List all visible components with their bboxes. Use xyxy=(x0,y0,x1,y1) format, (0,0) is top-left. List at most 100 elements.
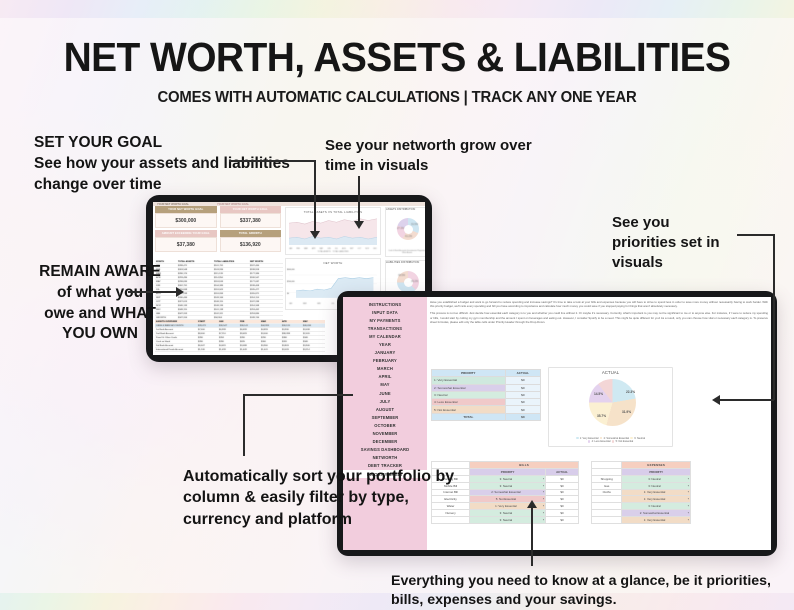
expense-priority-dropdown[interactable]: 3: Neutral ▾ xyxy=(621,502,691,511)
table-cell: $30,120 xyxy=(282,324,290,327)
total-label: TOTAL xyxy=(431,412,506,421)
table-cell: $3,000 xyxy=(261,332,268,335)
chevron-down-icon[interactable]: ▾ xyxy=(542,497,545,501)
networth-tabbar: YOUR NET WORTH GOAL YOUR NET WORTH GOAL xyxy=(153,202,425,206)
table-row: 2: Somewhat Essential ▾ xyxy=(590,509,691,517)
chevron-down-icon[interactable]: ▾ xyxy=(687,497,689,501)
chevron-down-icon[interactable]: ▾ xyxy=(687,477,689,481)
bill-priority-dropdown[interactable]: 3: Neutral ▾ xyxy=(469,516,547,524)
sidebar-item-july[interactable]: JULY xyxy=(379,398,391,404)
sidebar-item-october[interactable]: OCTOBER xyxy=(374,422,396,428)
table-cell: $111,139 xyxy=(214,272,223,275)
kpi-value: $37,380 xyxy=(155,237,217,252)
expense-priority-dropdown[interactable]: 1: Very Essential ▾ xyxy=(621,488,691,497)
expense-priority-dropdown[interactable]: 2: Somewhat Essential ▾ xyxy=(621,509,691,517)
table-row: 5: Not Essential $0 xyxy=(431,405,542,414)
sidebar-item-instructions[interactable]: INSTRUCTIONS xyxy=(368,301,402,307)
table-cell: $330,440 xyxy=(178,296,188,299)
sidebar-item-december[interactable]: DECEMBER xyxy=(372,439,398,445)
bill-priority-dropdown[interactable]: 3: Neutral ▾ xyxy=(469,474,547,483)
sidebar-item-august[interactable]: AUGUST xyxy=(375,406,395,412)
kpi-card-growth: TOTAL GROWTH $136,920 xyxy=(219,229,281,252)
priority-actual-value: $0 xyxy=(504,398,542,407)
chart-legend: TOTAL ASSETS TOTAL LIABILITIES xyxy=(317,251,349,254)
tablet-networth-dashboard: YOUR NET WORTH GOAL YOUR NET WORTH GOAL … xyxy=(146,195,432,362)
sidebar-item-june[interactable]: JUNE xyxy=(379,390,391,396)
leader-arrow-grow xyxy=(354,221,364,229)
bill-priority-dropdown[interactable]: 3: Neutral ▾ xyxy=(469,481,547,490)
table-body: Parking Bill 3: Neutral ▾ $0 Mobile Bill 3: N… xyxy=(430,474,579,524)
sidebar-item-january[interactable]: JANUARY xyxy=(374,350,396,356)
chevron-down-icon[interactable]: ▾ xyxy=(687,511,689,515)
expense-priority-dropdown[interactable]: 1: Very Essential ▾ xyxy=(621,495,691,504)
leader-line-prio-v xyxy=(773,234,775,400)
bill-priority-dropdown[interactable]: 2: Somewhat Essential ▾ xyxy=(469,488,547,497)
table-cell: $9,483 xyxy=(240,332,247,335)
table-cell: $3,214 xyxy=(303,348,310,351)
table-cell: $1,246 xyxy=(198,348,205,351)
tablet-priority-sheet: INSTRUCTIONS INPUT DATA MY PAYMENTS TRANSAC… xyxy=(337,291,777,556)
table-row: GROWTH $347,204 $94,904 $248,744 xyxy=(155,316,283,320)
priority-actual-value: $0 xyxy=(504,383,542,392)
sidebar-item-november[interactable]: NOVEMBER xyxy=(372,431,398,437)
table-row: APR $293,490 $114,950 $186,547 xyxy=(155,276,283,280)
table-cell: $314,114 xyxy=(250,296,259,299)
networth-tab-right[interactable]: YOUR NET WORTH GOAL xyxy=(217,202,250,206)
sidebar-item-my-calendar[interactable]: MY CALENDAR xyxy=(369,333,401,339)
sidebar-item-may[interactable]: MAY xyxy=(380,382,390,388)
leader-line-goal-v xyxy=(314,160,316,232)
networth-tab-left[interactable]: YOUR NET WORTH GOAL xyxy=(157,202,190,206)
kpi-label: TOTAL GROWTH xyxy=(219,229,281,238)
chart-assets-distribution: ASSETS DISTRIBUTION 31.5% 27.3% 41.2% Ca… xyxy=(385,207,425,257)
sidebar-item-february[interactable]: FEBRUARY xyxy=(373,358,397,364)
table-cell: $98,398 xyxy=(282,332,290,335)
sidebar-item-year[interactable]: YEAR xyxy=(379,342,391,348)
expense-priority-dropdown[interactable]: 1: Very Essential ▾ xyxy=(621,516,691,524)
table-row: NOV $346,133 $108,135 $314,348 xyxy=(155,304,283,308)
expense-priority-dropdown[interactable]: 3: Neutral ▾ xyxy=(621,481,691,490)
sidebar-item-networth[interactable]: NETWORTH xyxy=(372,455,398,461)
table-cell: CASH & BANK ACCOUNTS xyxy=(156,324,184,327)
sidebar-item-debt-tracker[interactable]: DEBT TRACKER xyxy=(367,463,403,469)
chevron-down-icon[interactable]: ▾ xyxy=(542,504,545,508)
chevron-down-icon[interactable]: ▾ xyxy=(542,477,545,481)
table-cell: $30,547 xyxy=(219,324,227,327)
table-row: Fixed Or Other Cards $280 $284 $280 $290 $380… xyxy=(155,336,325,340)
callout-body: Automatically sort your portfolio by col… xyxy=(183,468,455,528)
pie-legend: 1: Very Essential 2: Somewhat Essential … xyxy=(551,437,670,445)
chevron-down-icon[interactable]: ▾ xyxy=(542,518,545,522)
table-cell: $280 xyxy=(219,340,224,343)
table-row: 1: Very Essential ▾ xyxy=(590,516,691,524)
table-cell: $253,880 xyxy=(250,312,260,315)
callout-everything-at-a-glance: Everything you need to know at a glance,… xyxy=(391,572,791,610)
sidebar-item-my-payments[interactable]: MY PAYMENTS xyxy=(369,317,401,323)
sidebar-item-priority-sheet[interactable]: PRIORITY SHEET xyxy=(343,469,427,479)
priority-label: 2: Somewhat Essential xyxy=(431,383,506,392)
sidebar-item-april[interactable]: APRIL xyxy=(378,374,392,380)
table-cell: MAR xyxy=(156,272,161,275)
sidebar-item-input-data[interactable]: INPUT DATA xyxy=(372,309,398,315)
table-cell: MAY xyxy=(156,280,161,283)
table-row: SEP $330,440 $109,164 $314,114 xyxy=(155,296,283,300)
table-total-row: TOTAL $0 xyxy=(431,412,542,421)
table-cell: $114,950 xyxy=(214,276,223,279)
chevron-down-icon[interactable]: ▾ xyxy=(542,511,545,515)
sidebar-item-savings-dashboard[interactable]: SAVINGS DASHBOARD xyxy=(360,447,410,453)
expense-priority-dropdown[interactable]: 3: Neutral ▾ xyxy=(621,474,691,483)
chevron-down-icon[interactable]: ▾ xyxy=(687,518,689,522)
chevron-down-icon[interactable]: ▾ xyxy=(687,484,689,488)
kpi-label: AMOUNT EXCEEDING YOUR GOAL xyxy=(155,229,217,238)
sidebar-item-transactions[interactable]: TRANSACTIONS xyxy=(367,325,403,331)
table-row: Shopping 3: Neutral ▾ xyxy=(590,474,691,483)
sidebar-item-september[interactable]: SEPTEMBER xyxy=(371,414,399,420)
expense-name xyxy=(590,509,623,517)
table-cell: $108,135 xyxy=(214,304,224,307)
bill-priority-dropdown[interactable]: 3: Neutral ▾ xyxy=(469,509,547,517)
priority-label: 1: Very Essential xyxy=(431,376,506,385)
chevron-down-icon[interactable]: ▾ xyxy=(687,504,689,508)
chevron-down-icon[interactable]: ▾ xyxy=(542,490,545,494)
chevron-down-icon[interactable]: ▾ xyxy=(542,484,545,488)
kpi-group: YOUR NET WORTH GOAL $300,000 YOUR NET WO… xyxy=(155,206,281,254)
sidebar-item-march[interactable]: MARCH xyxy=(377,366,393,372)
chevron-down-icon[interactable]: ▾ xyxy=(687,490,689,494)
